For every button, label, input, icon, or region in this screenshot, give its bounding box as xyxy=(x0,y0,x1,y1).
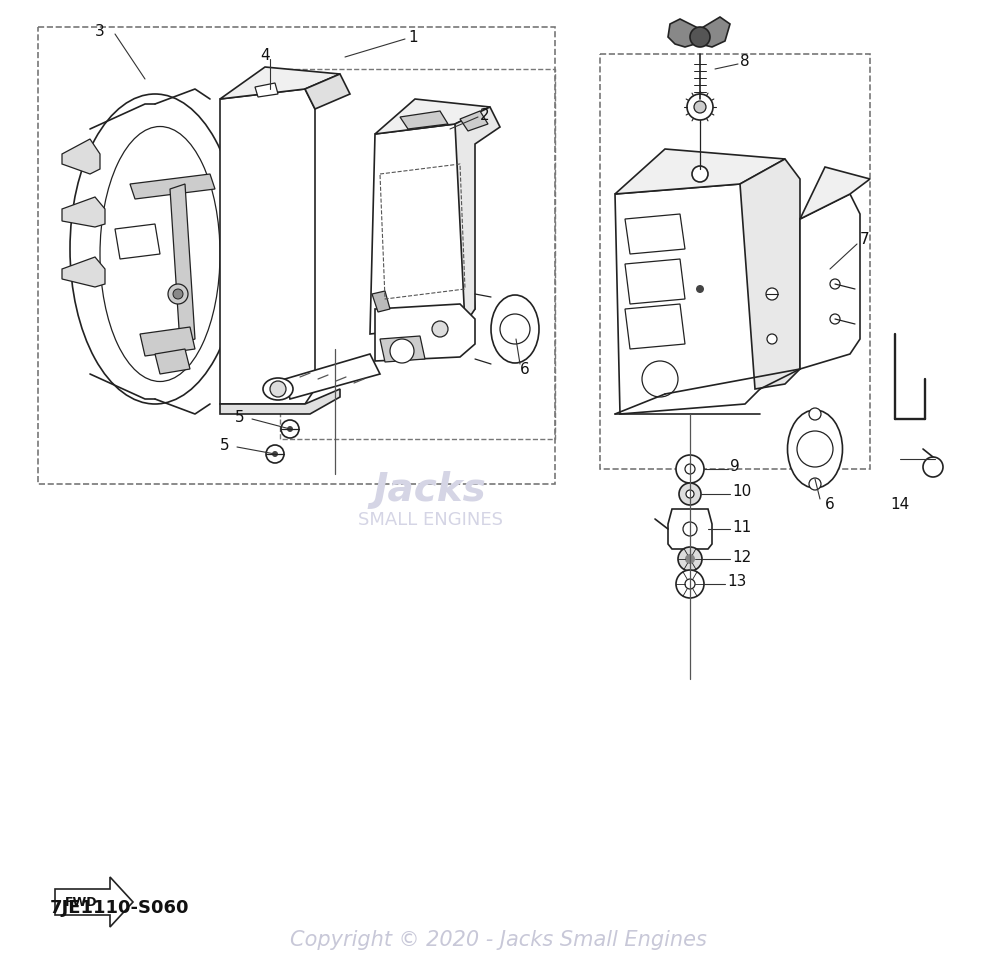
Text: 14: 14 xyxy=(890,497,909,511)
Circle shape xyxy=(767,334,777,344)
Circle shape xyxy=(676,456,704,483)
Text: 6: 6 xyxy=(825,497,835,511)
Polygon shape xyxy=(800,195,860,370)
Circle shape xyxy=(686,491,694,499)
Polygon shape xyxy=(220,90,315,405)
Circle shape xyxy=(678,548,702,571)
Polygon shape xyxy=(370,125,475,334)
Ellipse shape xyxy=(100,127,220,382)
Polygon shape xyxy=(800,168,870,220)
Circle shape xyxy=(432,322,448,337)
Polygon shape xyxy=(700,18,730,48)
Text: Jacks: Jacks xyxy=(374,470,486,509)
Polygon shape xyxy=(372,291,390,313)
Text: 7JE1110-S060: 7JE1110-S060 xyxy=(50,898,189,916)
Circle shape xyxy=(500,315,530,344)
Ellipse shape xyxy=(788,411,843,488)
Circle shape xyxy=(281,421,299,438)
Polygon shape xyxy=(615,185,760,415)
Text: 8: 8 xyxy=(740,55,750,69)
Circle shape xyxy=(683,522,697,537)
Text: 3: 3 xyxy=(95,24,105,39)
Text: 11: 11 xyxy=(732,519,751,534)
Circle shape xyxy=(687,95,713,121)
Text: 2: 2 xyxy=(480,109,490,123)
Polygon shape xyxy=(400,111,448,130)
Text: 10: 10 xyxy=(732,484,751,499)
Text: 9: 9 xyxy=(730,459,740,474)
Circle shape xyxy=(809,409,821,421)
Text: Copyright © 2020 - Jacks Small Engines: Copyright © 2020 - Jacks Small Engines xyxy=(290,929,706,949)
Circle shape xyxy=(266,446,284,464)
Circle shape xyxy=(676,570,704,599)
Circle shape xyxy=(642,362,678,398)
Circle shape xyxy=(923,458,943,477)
Circle shape xyxy=(390,339,414,364)
Circle shape xyxy=(679,483,701,506)
Polygon shape xyxy=(625,260,685,305)
Polygon shape xyxy=(220,389,340,415)
Polygon shape xyxy=(155,350,190,375)
Circle shape xyxy=(692,167,708,183)
Ellipse shape xyxy=(263,378,293,401)
Polygon shape xyxy=(625,305,685,350)
Polygon shape xyxy=(62,258,105,288)
Polygon shape xyxy=(668,510,712,550)
Polygon shape xyxy=(668,20,700,48)
Ellipse shape xyxy=(70,95,240,405)
Text: 4: 4 xyxy=(260,48,270,63)
Circle shape xyxy=(685,579,695,590)
Polygon shape xyxy=(375,305,475,362)
Polygon shape xyxy=(62,198,105,228)
Circle shape xyxy=(287,426,293,432)
Polygon shape xyxy=(460,111,488,132)
Circle shape xyxy=(830,315,840,325)
Ellipse shape xyxy=(491,295,539,364)
Polygon shape xyxy=(305,75,350,110)
Circle shape xyxy=(809,478,821,491)
Circle shape xyxy=(270,381,286,398)
Circle shape xyxy=(173,289,183,299)
Text: 5: 5 xyxy=(220,437,230,452)
Polygon shape xyxy=(375,100,490,135)
Circle shape xyxy=(694,102,706,113)
Circle shape xyxy=(797,431,833,467)
Circle shape xyxy=(766,289,778,300)
Text: 5: 5 xyxy=(235,409,245,424)
Polygon shape xyxy=(55,877,133,927)
Polygon shape xyxy=(455,108,500,325)
Text: FWD: FWD xyxy=(65,896,98,909)
Polygon shape xyxy=(380,336,425,363)
Circle shape xyxy=(690,28,710,48)
Polygon shape xyxy=(115,225,160,260)
Circle shape xyxy=(168,285,188,305)
Polygon shape xyxy=(615,150,785,195)
Polygon shape xyxy=(220,67,340,100)
Polygon shape xyxy=(170,185,195,344)
Text: 12: 12 xyxy=(732,549,751,564)
Circle shape xyxy=(272,452,278,458)
Polygon shape xyxy=(740,159,800,389)
Polygon shape xyxy=(140,328,195,357)
Circle shape xyxy=(685,465,695,474)
Text: SMALL ENGINES: SMALL ENGINES xyxy=(358,511,503,528)
Circle shape xyxy=(696,286,704,293)
Polygon shape xyxy=(625,215,685,254)
Polygon shape xyxy=(285,355,380,400)
Text: 7: 7 xyxy=(860,232,870,247)
Text: 6: 6 xyxy=(520,362,530,378)
Polygon shape xyxy=(130,175,215,200)
Circle shape xyxy=(830,280,840,289)
Polygon shape xyxy=(255,84,278,98)
Text: 13: 13 xyxy=(727,574,746,589)
Circle shape xyxy=(685,555,695,564)
Text: 1: 1 xyxy=(408,30,417,45)
Polygon shape xyxy=(62,140,100,175)
